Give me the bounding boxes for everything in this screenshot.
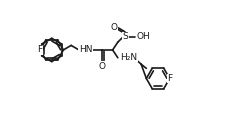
Text: O: O: [99, 62, 106, 71]
Text: O: O: [110, 23, 117, 32]
Text: OH: OH: [137, 32, 150, 42]
Text: F: F: [167, 74, 172, 83]
Text: S: S: [123, 32, 128, 42]
Text: F: F: [37, 45, 43, 54]
Text: HN: HN: [79, 45, 92, 54]
Text: H₂N: H₂N: [120, 53, 138, 62]
